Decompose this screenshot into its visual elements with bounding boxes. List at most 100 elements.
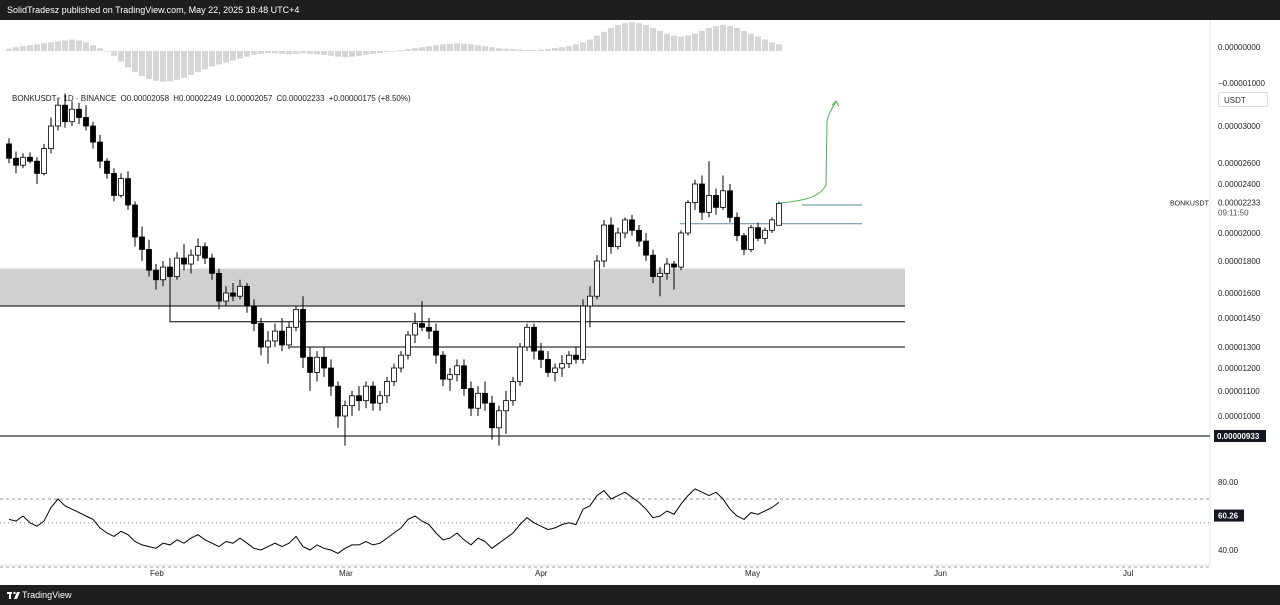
histogram-bar <box>636 23 642 51</box>
histogram-bar <box>27 45 33 51</box>
histogram-bar <box>356 51 362 56</box>
histogram-bar <box>342 51 348 58</box>
candle-up <box>377 395 383 404</box>
candle-down <box>650 254 656 277</box>
histogram-bar <box>6 48 12 51</box>
candle-down <box>202 246 208 259</box>
histogram-bar <box>335 51 341 57</box>
histogram-bar <box>132 51 138 73</box>
histogram-bar <box>412 48 418 51</box>
histogram-bar <box>433 45 439 51</box>
histogram-bar <box>524 50 530 51</box>
histogram-bar <box>34 44 40 51</box>
current-price-label: 0.00002233 <box>1218 198 1261 207</box>
candle-up <box>657 272 663 277</box>
level-line <box>169 268 905 323</box>
histogram-bar <box>13 47 19 51</box>
candle-down <box>125 178 131 206</box>
candle-down <box>321 356 327 369</box>
candle-down <box>671 263 677 268</box>
candle-up <box>769 219 775 231</box>
footer-brand: TradingView <box>22 590 72 600</box>
histogram-bar <box>195 51 201 73</box>
histogram-bar <box>97 48 103 51</box>
histogram-bar <box>426 46 432 51</box>
candle-up <box>762 229 768 239</box>
candle-countdown-label: 09:11:50 <box>1218 208 1249 217</box>
candle-down <box>713 195 719 208</box>
histogram-bar <box>111 51 117 56</box>
candle-down <box>209 257 215 274</box>
time-axis-label: Feb <box>150 569 164 578</box>
candle-up <box>706 195 712 213</box>
histogram-bar <box>545 49 551 51</box>
chart-frame[interactable]: 0.00000000 −0.00001000 0.00003000 0.0000260… <box>0 20 1280 585</box>
candle-down <box>573 354 579 360</box>
time-axis-label: Apr <box>535 569 548 578</box>
legend-open: O0.00002058 <box>120 94 170 103</box>
publisher-text: SolidTradesz published on TradingView.co… <box>7 5 300 15</box>
candle-down <box>468 388 474 409</box>
candle-down <box>62 104 68 123</box>
candle-up <box>118 178 124 196</box>
candle-down <box>727 190 733 218</box>
rsi-line <box>8 488 780 554</box>
histogram-bar <box>517 49 523 51</box>
price-tick-label: 0.00001000 <box>1218 412 1261 421</box>
candle-up <box>510 381 516 402</box>
candle-up <box>517 346 523 382</box>
currency-unit-label: USDT <box>1224 96 1246 105</box>
histogram-bar <box>643 25 649 51</box>
candle-down <box>230 292 236 297</box>
histogram-bar <box>377 51 383 53</box>
histogram-bar <box>713 26 719 51</box>
candle-up <box>195 246 201 256</box>
legend-close: C0.00002233 <box>276 94 325 103</box>
histogram-bar <box>139 51 145 76</box>
candle-down <box>153 269 159 281</box>
histogram-bar <box>20 46 26 51</box>
histogram-bar <box>181 51 187 78</box>
candle-down <box>146 249 152 271</box>
candle-up <box>174 257 180 277</box>
candle-up <box>20 156 26 166</box>
candle-up <box>41 148 47 174</box>
histogram-bar <box>566 46 572 51</box>
price-tick-label: 0.00001100 <box>1218 387 1260 396</box>
candle-up <box>293 308 299 328</box>
histogram-bar <box>300 51 306 54</box>
candle-up <box>664 263 670 274</box>
histogram-bar <box>482 46 488 51</box>
candle-up <box>503 400 509 412</box>
histogram-bar <box>748 33 754 51</box>
histogram-bar <box>237 51 243 59</box>
histogram-bar <box>202 51 208 70</box>
candle-down <box>167 266 173 277</box>
histogram-bar <box>118 51 124 62</box>
candle-down <box>489 402 495 429</box>
candle-up <box>587 295 593 307</box>
histogram-bar <box>580 42 586 51</box>
projection-arrow <box>780 101 837 204</box>
candle-up <box>398 354 404 369</box>
histogram-bar <box>510 49 516 51</box>
histogram-bar <box>573 44 579 51</box>
histogram-bar <box>594 35 600 51</box>
currency-unit-button[interactable]: USDT <box>1218 92 1268 107</box>
candle-up <box>55 104 61 127</box>
support-price-badge <box>1214 430 1266 442</box>
chart-canvas[interactable]: 0.00000000 −0.00001000 0.00003000 0.0000260… <box>0 20 1280 585</box>
candle-up <box>594 260 600 297</box>
candle-down <box>181 257 187 265</box>
histogram-bar <box>167 51 173 82</box>
histogram-bar <box>671 35 677 51</box>
candle-down <box>34 160 40 174</box>
candle-up <box>475 392 481 409</box>
candle-down <box>83 117 89 127</box>
candle-down <box>433 330 439 356</box>
histogram-bar <box>531 50 537 51</box>
histogram-bar <box>559 47 565 51</box>
histogram-bar <box>650 27 656 51</box>
histogram-bar <box>83 42 89 51</box>
candle-down <box>531 326 537 352</box>
